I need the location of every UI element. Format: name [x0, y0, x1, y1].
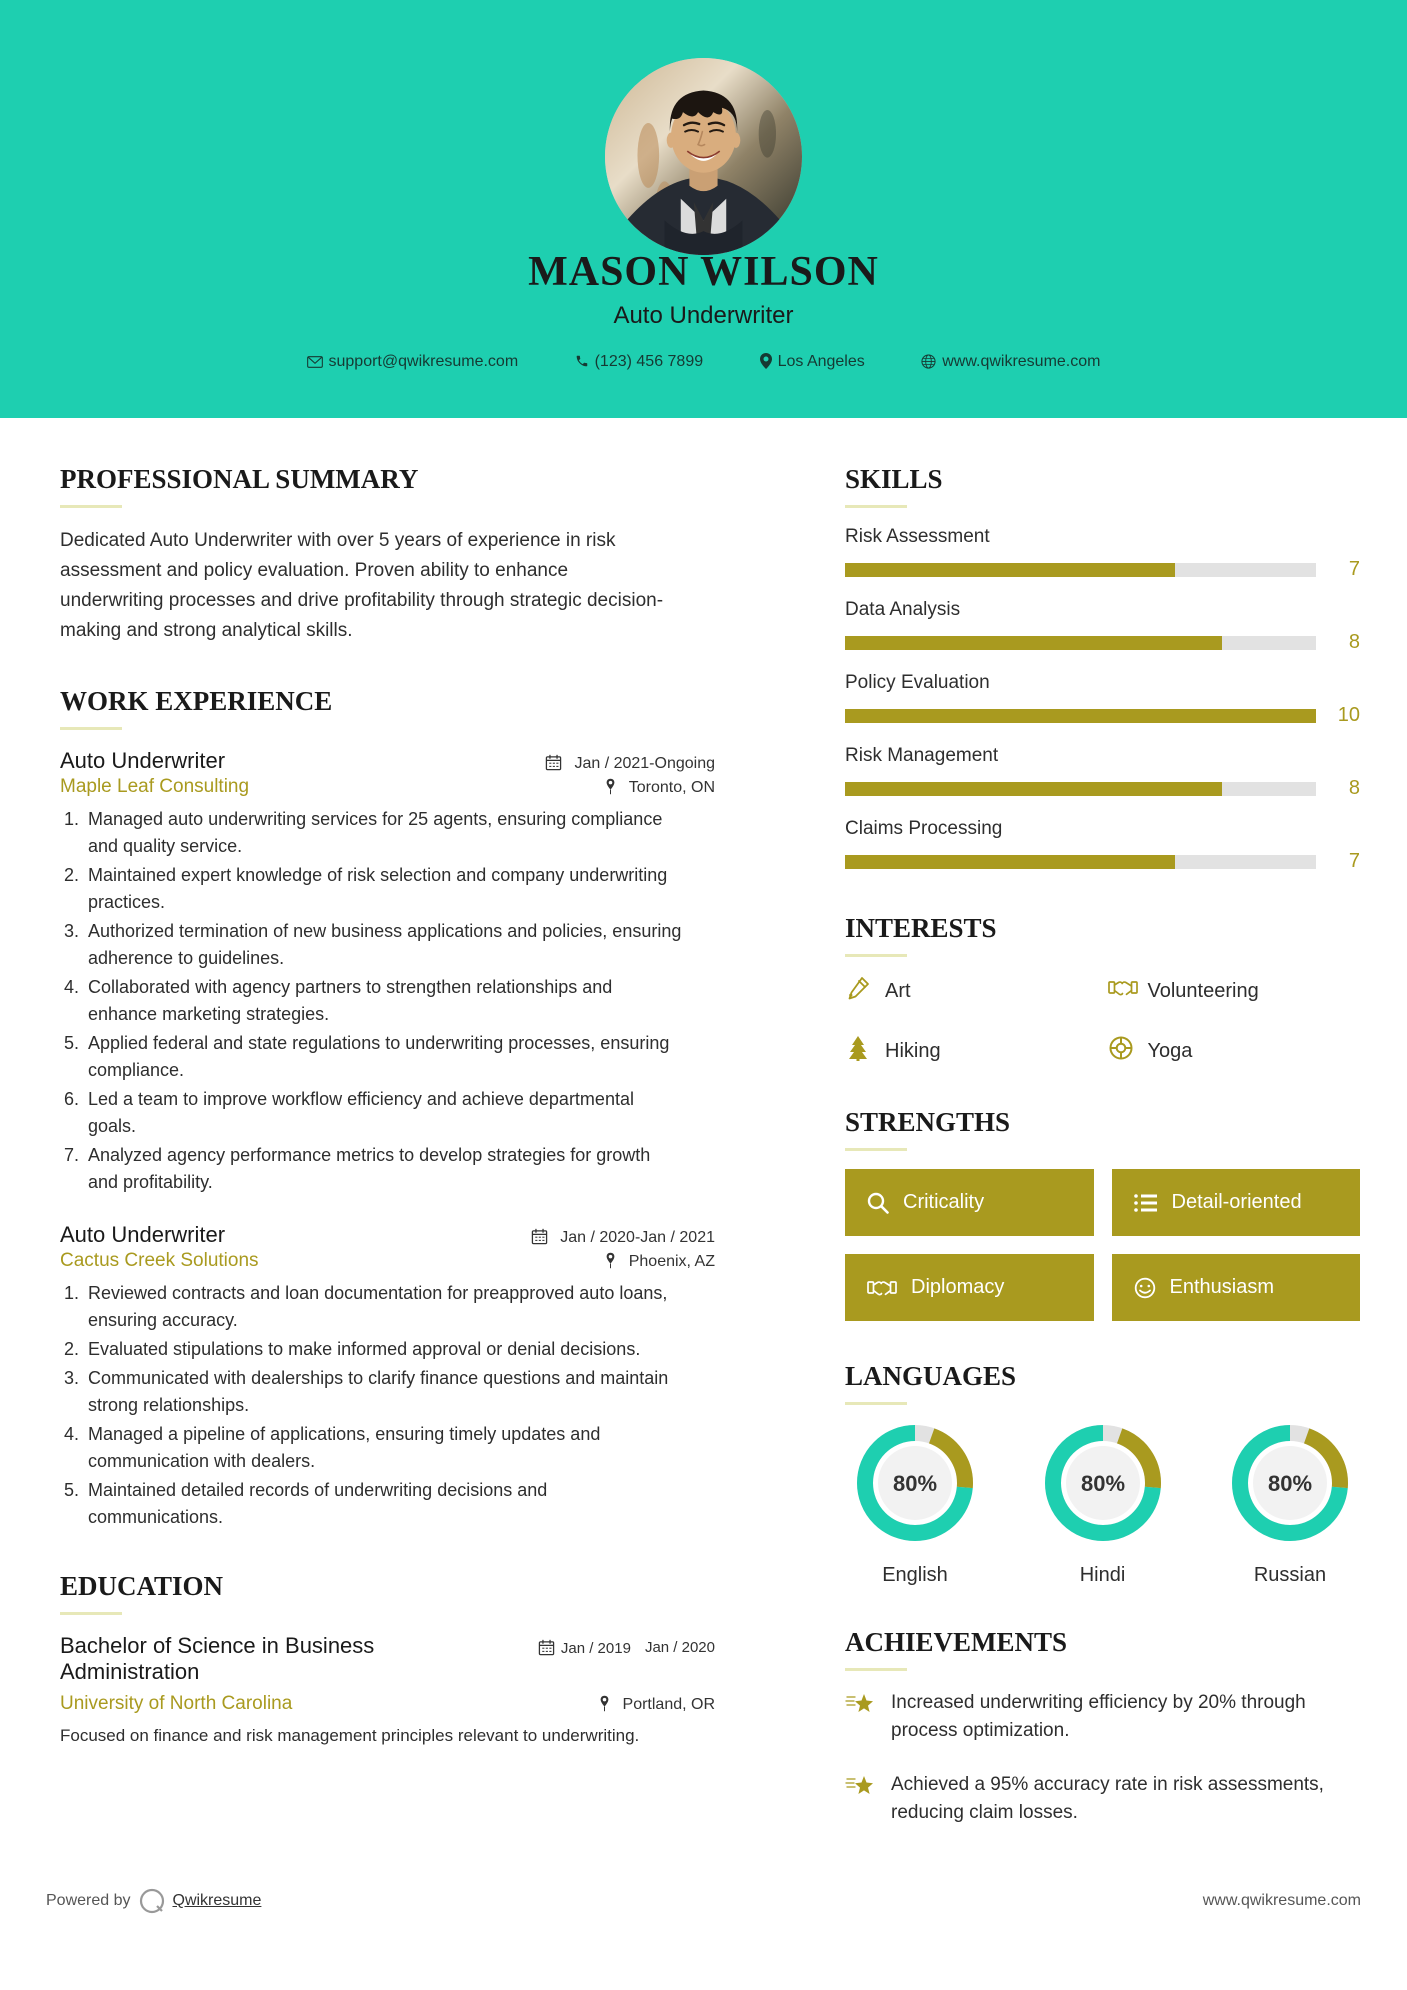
svg-text:80%: 80%	[893, 1471, 937, 1496]
svg-text:80%: 80%	[1080, 1471, 1124, 1496]
svg-text:80%: 80%	[1268, 1471, 1312, 1496]
